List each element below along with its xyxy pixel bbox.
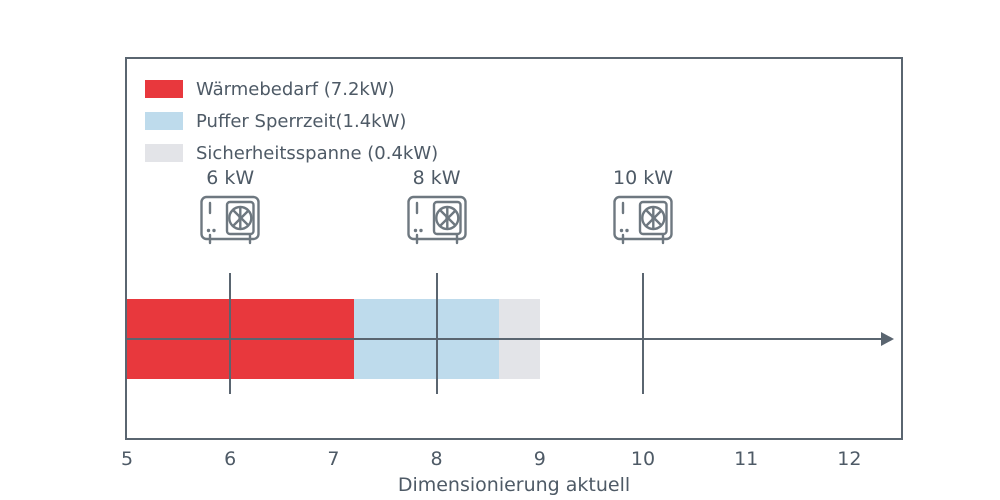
- x-tick-5: 5: [120, 448, 134, 470]
- heat-pump-icon: [406, 195, 467, 245]
- marker-line-8kw: [435, 273, 438, 394]
- marker-label-10kw: 10 kW: [612, 167, 673, 189]
- x-tick-7: 7: [327, 448, 340, 470]
- legend-swatch-waermebedarf: [145, 80, 183, 98]
- plot-area: Wärmebedarf (7.2kW) Puffer Sperrzeit(1.4…: [121, 57, 903, 496]
- legend: Wärmebedarf (7.2kW) Puffer Sperrzeit(1.4…: [145, 73, 438, 169]
- marker-label-6kw: 6 kW: [206, 167, 255, 189]
- marker-icon-wrap-6kw: [199, 193, 261, 247]
- x-axis-arrow-line: [127, 338, 881, 340]
- legend-swatch-sicherheitsspanne: [145, 144, 183, 162]
- marker-label-8kw: 8 kW: [412, 167, 461, 189]
- heat-pump-icon: [613, 195, 673, 245]
- x-tick-6: 6: [224, 448, 237, 470]
- x-tick-8: 8: [430, 448, 443, 470]
- marker-icon-wrap-10kw: [612, 193, 674, 247]
- x-tick-9: 9: [533, 448, 546, 470]
- legend-swatch-puffer-sperrzeit: [145, 112, 183, 130]
- x-tick-12: 12: [837, 448, 862, 470]
- x-axis-arrow-head: [880, 332, 894, 346]
- x-tick-11: 11: [734, 448, 759, 470]
- marker-icon-wrap-8kw: [406, 193, 468, 247]
- legend-label-waermebedarf: Wärmebedarf (7.2kW): [196, 78, 395, 100]
- legend-item-sicherheitsspanne: Sicherheitsspanne (0.4kW): [145, 137, 438, 169]
- x-axis-label: Dimensionierung aktuell: [397, 474, 631, 496]
- legend-item-puffer-sperrzeit: Puffer Sperrzeit(1.4kW): [145, 105, 438, 137]
- marker-line-10kw: [641, 273, 644, 394]
- heat-pump-icon: [200, 195, 260, 245]
- x-tick-10: 10: [630, 448, 656, 470]
- legend-label-puffer-sperrzeit: Puffer Sperrzeit(1.4kW): [196, 110, 407, 132]
- marker-line-6kw: [229, 273, 232, 394]
- legend-label-sicherheitsspanne: Sicherheitsspanne (0.4kW): [196, 142, 439, 164]
- legend-item-waermebedarf: Wärmebedarf (7.2kW): [145, 73, 438, 105]
